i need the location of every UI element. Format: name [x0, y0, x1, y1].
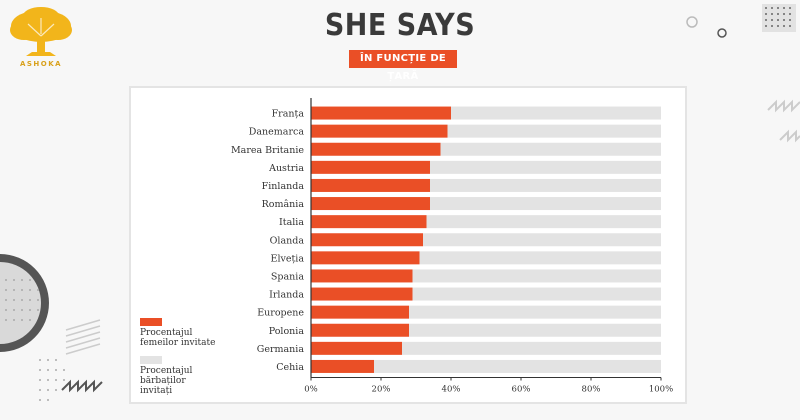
category-label: Austria	[268, 163, 304, 174]
bar-men	[402, 341, 661, 355]
x-tick-label: 80%	[582, 385, 601, 395]
category-label: Cehia	[276, 362, 304, 373]
bar-men	[430, 160, 661, 174]
x-tick-label: 40%	[442, 385, 461, 395]
ashoka-logo: ASHOKA	[6, 6, 76, 72]
category-label: Europene	[257, 308, 304, 319]
bar-chart: Franța Danemarca Marea Britanie Austria Finl…	[231, 98, 673, 395]
x-tick-label: 60%	[512, 385, 531, 395]
category-label: Polonia	[269, 326, 305, 337]
x-tick-label: 20%	[372, 385, 391, 395]
bar-women	[311, 178, 430, 192]
chart-legend: Procentajul femeilor invitate Procentaju…	[140, 318, 250, 404]
bar-men	[374, 359, 661, 373]
bar-men	[451, 106, 661, 120]
bar-men	[412, 287, 661, 301]
bar-women	[311, 269, 413, 283]
legend-label-women: Procentajul femeilor invitate	[140, 328, 216, 348]
bar-women	[311, 341, 402, 355]
bar-women	[311, 197, 430, 211]
category-label: Spania	[271, 271, 304, 282]
bar-men	[412, 269, 661, 283]
category-label: România	[262, 199, 305, 210]
category-label: Germania	[257, 344, 305, 355]
bar-women	[311, 106, 451, 120]
bar-men	[426, 215, 661, 229]
category-label: Marea Britanie	[231, 145, 304, 156]
x-tick-label: 100%	[649, 385, 673, 395]
category-label: Franța	[272, 109, 305, 120]
page-title: SHE SAYS	[324, 8, 476, 43]
legend-swatch-women	[140, 318, 162, 326]
category-label: Danemarca	[249, 127, 305, 138]
bar-women	[311, 359, 374, 373]
bar-men	[447, 124, 661, 138]
category-label: Finlanda	[262, 181, 305, 192]
bar-men	[430, 197, 661, 211]
bar-women	[311, 287, 413, 301]
bar-men	[430, 178, 661, 192]
bar-men	[423, 233, 661, 247]
category-label: Olanda	[270, 235, 305, 246]
bar-women	[311, 215, 427, 229]
bar-men	[409, 305, 661, 319]
bar-women	[311, 233, 423, 247]
category-label: Italia	[279, 217, 304, 228]
bar-women	[311, 160, 430, 174]
bar-women	[311, 305, 409, 319]
tree-icon	[10, 7, 72, 56]
bar-women	[311, 251, 420, 265]
legend-item-men: Procentajul bărbaților invitați	[140, 356, 250, 396]
x-tick-label: 0%	[304, 385, 318, 395]
bar-women	[311, 142, 441, 156]
category-label: Elveția	[271, 253, 305, 264]
bar-men	[409, 323, 661, 337]
decoration-bottom-left	[0, 254, 103, 401]
page-subtitle: ÎN FUNCȚIE DE ȚARĂ	[349, 50, 457, 82]
category-label: Irlanda	[269, 290, 304, 301]
bar-men	[440, 142, 661, 156]
bar-men	[419, 251, 661, 265]
legend-label-men: Procentajul bărbaților invitați	[140, 366, 193, 396]
chart-card: Franța Danemarca Marea Britanie Austria Finl…	[129, 86, 687, 404]
logo-text: ASHOKA	[19, 60, 63, 68]
bar-women	[311, 124, 448, 138]
legend-item-women: Procentajul femeilor invitate	[140, 318, 250, 348]
bar-women	[311, 323, 409, 337]
decoration-top-right	[686, 4, 800, 143]
legend-swatch-men	[140, 356, 162, 364]
